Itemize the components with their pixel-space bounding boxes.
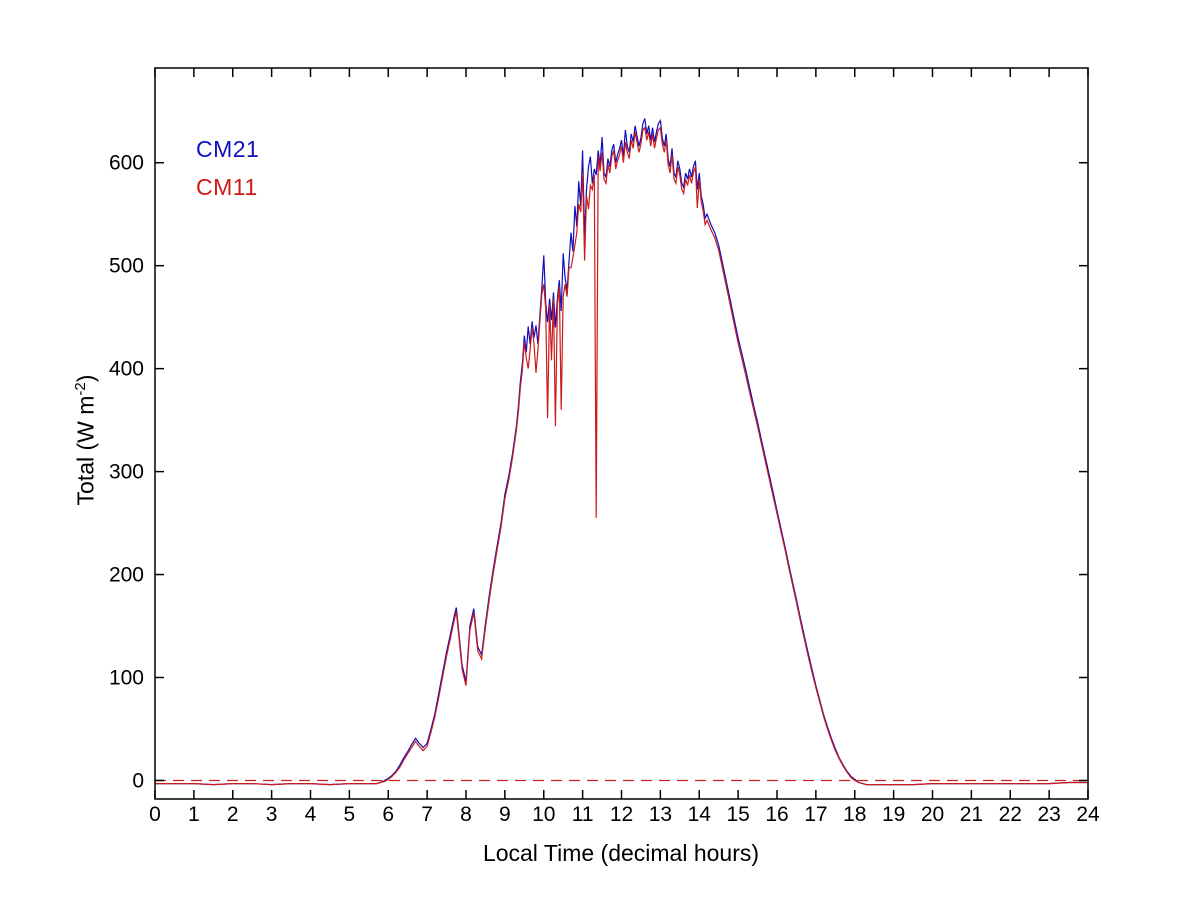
y-tick-label: 200 [109,564,144,587]
y-axis-label-close: ) [72,374,99,383]
x-tick-label: 17 [804,803,827,826]
x-axis-label: Local Time (decimal hours) [482,840,760,866]
y-tick-label: 500 [109,255,144,278]
x-tick-label: 1 [188,803,200,826]
legend: CM21 CM11 [196,136,259,212]
x-tick-label: 13 [649,803,672,826]
x-tick-label: 4 [305,803,317,826]
x-tick-label: 18 [843,803,866,826]
legend-entry-cm21: CM21 [196,136,260,162]
x-tick-label: 5 [344,803,356,826]
x-tick-label: 23 [1037,803,1060,826]
x-tick-label: 0 [149,803,161,826]
legend-entry-cm11: CM11 [196,174,258,200]
y-axis-label-base: Total (W m [72,395,99,506]
x-tick-label: 14 [688,803,712,826]
x-tick-label: 16 [765,803,788,826]
x-tick-label: 7 [421,803,433,826]
y-axis-label-superscript: -2 [72,382,89,396]
x-tick-label: 15 [726,803,749,826]
y-axis-label: Total (W m-2) [72,280,100,600]
plot-border [154,67,1089,800]
y-tick-label: 300 [109,461,144,484]
series-cm21-line [155,118,1088,786]
x-tick-label: 3 [266,803,278,826]
x-tick-label: 20 [921,803,944,826]
y-tick-label: 0 [132,769,144,792]
series-cm11-line [155,126,1088,786]
x-tick-label: 19 [882,803,905,826]
x-tick-label: 21 [960,803,983,826]
x-tick-label: 10 [532,803,555,826]
x-tick-label: 2 [227,803,239,826]
x-tick-label: 22 [999,803,1022,826]
x-tick-label: 9 [499,803,511,826]
x-tick-label: 24 [1076,803,1100,826]
x-tick-label: 6 [382,803,394,826]
y-tick-label: 400 [109,358,144,381]
x-tick-label: 11 [572,803,594,826]
x-tick-label: 12 [610,803,633,826]
x-tick-label: 8 [460,803,472,826]
y-tick-label: 600 [109,152,144,175]
y-tick-label: 100 [109,667,144,690]
